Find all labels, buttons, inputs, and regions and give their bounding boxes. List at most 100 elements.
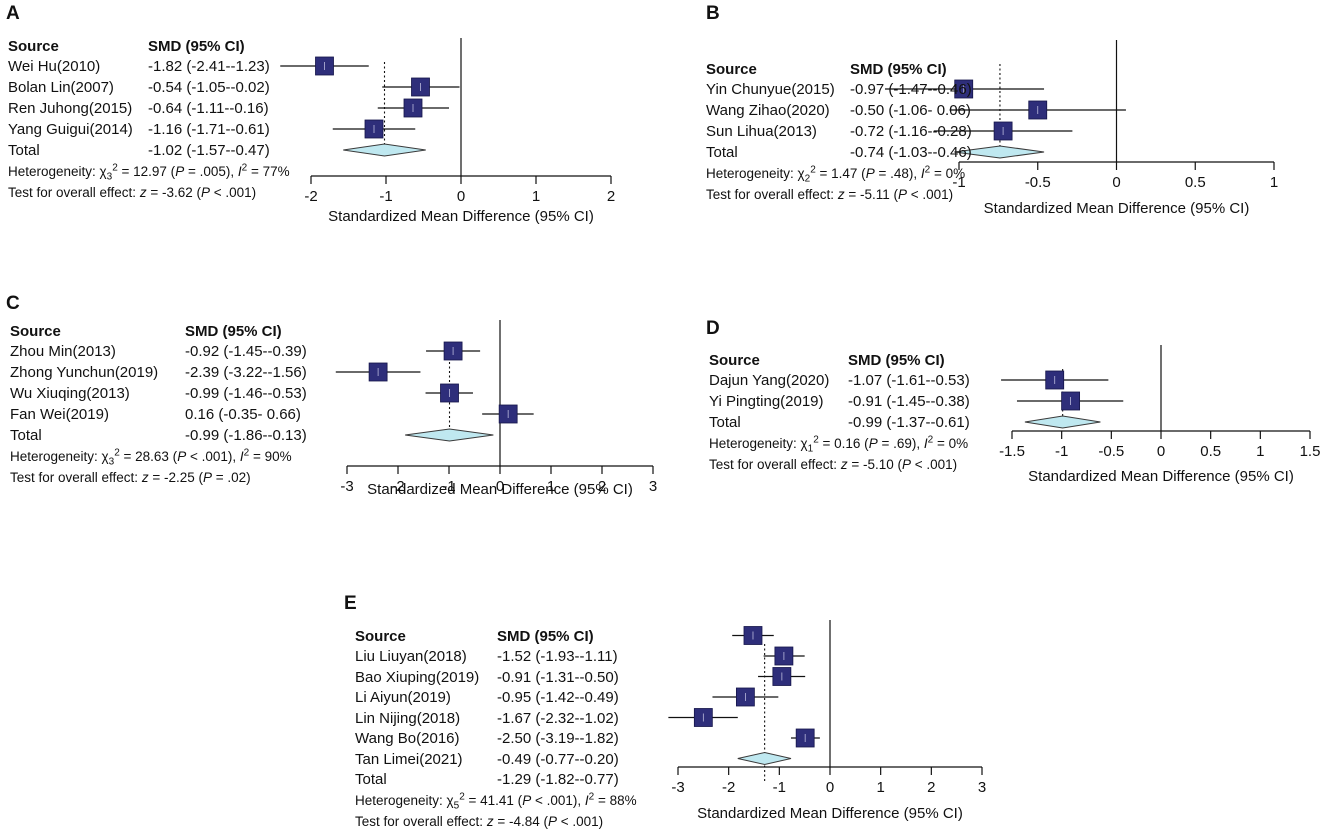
x-tick-label: 3	[649, 478, 657, 495]
heterogeneity-text: Heterogeneity: χ32 = 28.63 (P < .001), I…	[10, 447, 292, 468]
total-label: Total	[10, 427, 42, 444]
study-name: Yi Pingting(2019)	[709, 393, 824, 410]
study-smd-ci: -2.39 (-3.22--1.56)	[185, 364, 307, 381]
x-tick-label: 1	[1270, 174, 1278, 191]
study-smd-ci: -1.07 (-1.61--0.53)	[848, 372, 970, 389]
x-tick-label: 1.5	[1300, 443, 1321, 460]
pooled-diamond	[954, 145, 1045, 159]
overall-effect-text: Test for overall effect: z = -5.11 (P < …	[706, 187, 954, 202]
study-name: Dajun Yang(2020)	[709, 372, 830, 389]
total-smd-ci: -0.99 (-1.37--0.61)	[848, 414, 970, 431]
x-tick-label: 0	[496, 478, 504, 495]
study-smd-ci: -0.49 (-0.77--0.20)	[497, 750, 619, 768]
heterogeneity-text: Heterogeneity: χ22 = 1.47 (P = .48), I2 …	[706, 164, 966, 185]
x-tick-label: -2	[722, 779, 735, 796]
plot-b: -1 -0.5 0 0.5 1 Standardized Mean Difference …	[884, 40, 1278, 217]
study-name: Bolan Lin(2007)	[8, 79, 114, 96]
plot-a: -2 -1 0 1 2 Standardized Mean Difference (95%…	[280, 38, 615, 225]
x-tick-label: -3	[671, 779, 684, 796]
column-header-source: Source	[355, 628, 406, 645]
panel-label: A	[6, 3, 20, 24]
study-name: Li Aiyun(2019)	[355, 689, 451, 706]
column-header-smd: SMD (95% CI)	[185, 323, 282, 340]
study-name: Liu Liuyan(2018)	[355, 648, 467, 665]
study-smd-ci: -1.16 (-1.71--0.61)	[148, 121, 270, 138]
x-tick-label: 1	[532, 188, 540, 205]
x-tick-label: 0	[1112, 174, 1120, 191]
heterogeneity-text: Heterogeneity: χ52 = 41.41 (P < .001), I…	[355, 791, 637, 812]
plot-c: -3 -2 -1 0 1 2 3 Standardized Mean Difference (…	[335, 320, 657, 498]
study-name: Sun Lihua(2013)	[706, 123, 817, 140]
x-tick-label: -0.5	[1025, 174, 1051, 191]
study-smd-ci: -0.92 (-1.45--0.39)	[185, 343, 307, 360]
x-tick-label: 1	[876, 779, 884, 796]
heterogeneity-text: Heterogeneity: χ12 = 0.16 (P = .69), I2 …	[709, 434, 969, 455]
heterogeneity-text: Heterogeneity: χ32 = 12.97 (P = .005), I…	[8, 162, 290, 183]
x-tick-label: -2	[391, 478, 404, 495]
x-tick-label: -3	[340, 478, 353, 495]
x-tick-label: 0	[826, 779, 834, 796]
column-header-source: Source	[709, 352, 760, 369]
overall-effect-text: Test for overall effect: z = -3.62 (P < …	[8, 185, 257, 200]
pooled-diamond	[405, 428, 494, 442]
study-name: Lin Nijing(2018)	[355, 709, 461, 727]
study-smd-ci: -0.99 (-1.46--0.53)	[185, 385, 307, 402]
x-axis-label: Standardized Mean Difference (95% CI)	[328, 208, 594, 225]
study-name: Zhong Yunchun(2019)	[10, 364, 159, 381]
column-header-smd: SMD (95% CI)	[850, 61, 947, 78]
overall-effect-text: Test for overall effect: z = -2.25 (P = …	[10, 470, 251, 485]
x-tick-label: 0	[1157, 443, 1165, 460]
overall-effect-text: Test for overall effect: z = -5.10 (P < …	[709, 457, 958, 472]
total-label: Total	[706, 144, 738, 161]
plot-e: -3 -2 -1 0 1 2 3 Standardized Mean Difference (…	[668, 620, 986, 822]
pooled-diamond	[1024, 415, 1101, 429]
plot-d: -1.5 -1 -0.5 0 0.5 1 1.5 Standardized Mean Diff…	[999, 345, 1320, 485]
x-tick-label: 2	[598, 478, 606, 495]
study-smd-ci: -0.72 (-1.16--0.28)	[850, 123, 972, 140]
panel-label: E	[344, 593, 357, 614]
study-smd-ci: -0.91 (-1.31--0.50)	[497, 668, 619, 686]
column-header-smd: SMD (95% CI)	[148, 38, 245, 55]
panel-label: B	[706, 3, 720, 24]
x-tick-label: 1	[1256, 443, 1264, 460]
study-name: Wang Bo(2016)	[355, 730, 460, 747]
x-tick-label: -1	[773, 779, 786, 796]
x-tick-label: -1	[1055, 443, 1068, 460]
total-smd-ci: -0.99 (-1.86--0.13)	[185, 427, 307, 444]
total-smd-ci: -0.74 (-1.03--0.46)	[850, 144, 972, 161]
study-name: Fan Wei(2019)	[10, 406, 109, 423]
study-smd-ci: -1.82 (-2.41--1.23)	[148, 58, 270, 75]
x-tick-label: 1	[547, 478, 555, 495]
x-tick-label: 0.5	[1185, 174, 1206, 191]
x-tick-label: 2	[927, 779, 935, 796]
panel-label: C	[6, 293, 20, 314]
study-name: Wei Hu(2010)	[8, 58, 101, 75]
overall-effect-text: Test for overall effect: z = -4.84 (P < …	[355, 813, 604, 829]
study-name: Tan Limei(2021)	[355, 750, 463, 768]
total-label: Total	[709, 414, 741, 431]
column-header-source: Source	[8, 38, 59, 55]
pooled-diamond	[343, 143, 426, 157]
study-smd-ci: -2.50 (-3.19--1.82)	[497, 730, 619, 747]
x-tick-label: 3	[978, 779, 986, 796]
x-axis-label: Standardized Mean Difference (95% CI)	[367, 481, 633, 498]
x-tick-label: -1	[442, 478, 455, 495]
study-smd-ci: -0.95 (-1.42--0.49)	[497, 689, 619, 706]
x-tick-label: -1	[952, 174, 965, 191]
study-smd-ci: -1.52 (-1.93--1.11)	[497, 648, 618, 665]
x-axis-label: Standardized Mean Difference (95% CI)	[697, 805, 963, 822]
study-smd-ci: -1.67 (-2.32--1.02)	[497, 709, 619, 727]
column-header-smd: SMD (95% CI)	[848, 352, 945, 369]
study-name: Zhou Min(2013)	[10, 343, 116, 360]
study-name: Yin Chunyue(2015)	[706, 81, 835, 98]
total-label: Total	[355, 771, 387, 788]
total-label: Total	[8, 142, 40, 159]
x-tick-label: -0.5	[1098, 443, 1124, 460]
column-header-source: Source	[706, 61, 757, 78]
x-tick-label: -2	[304, 188, 317, 205]
study-smd-ci: 0.16 (-0.35- 0.66)	[185, 406, 301, 423]
study-smd-ci: -0.54 (-1.05--0.02)	[148, 79, 270, 96]
study-smd-ci: -0.50 (-1.06- 0.06)	[850, 102, 971, 119]
x-tick-label: -1.5	[999, 443, 1025, 460]
